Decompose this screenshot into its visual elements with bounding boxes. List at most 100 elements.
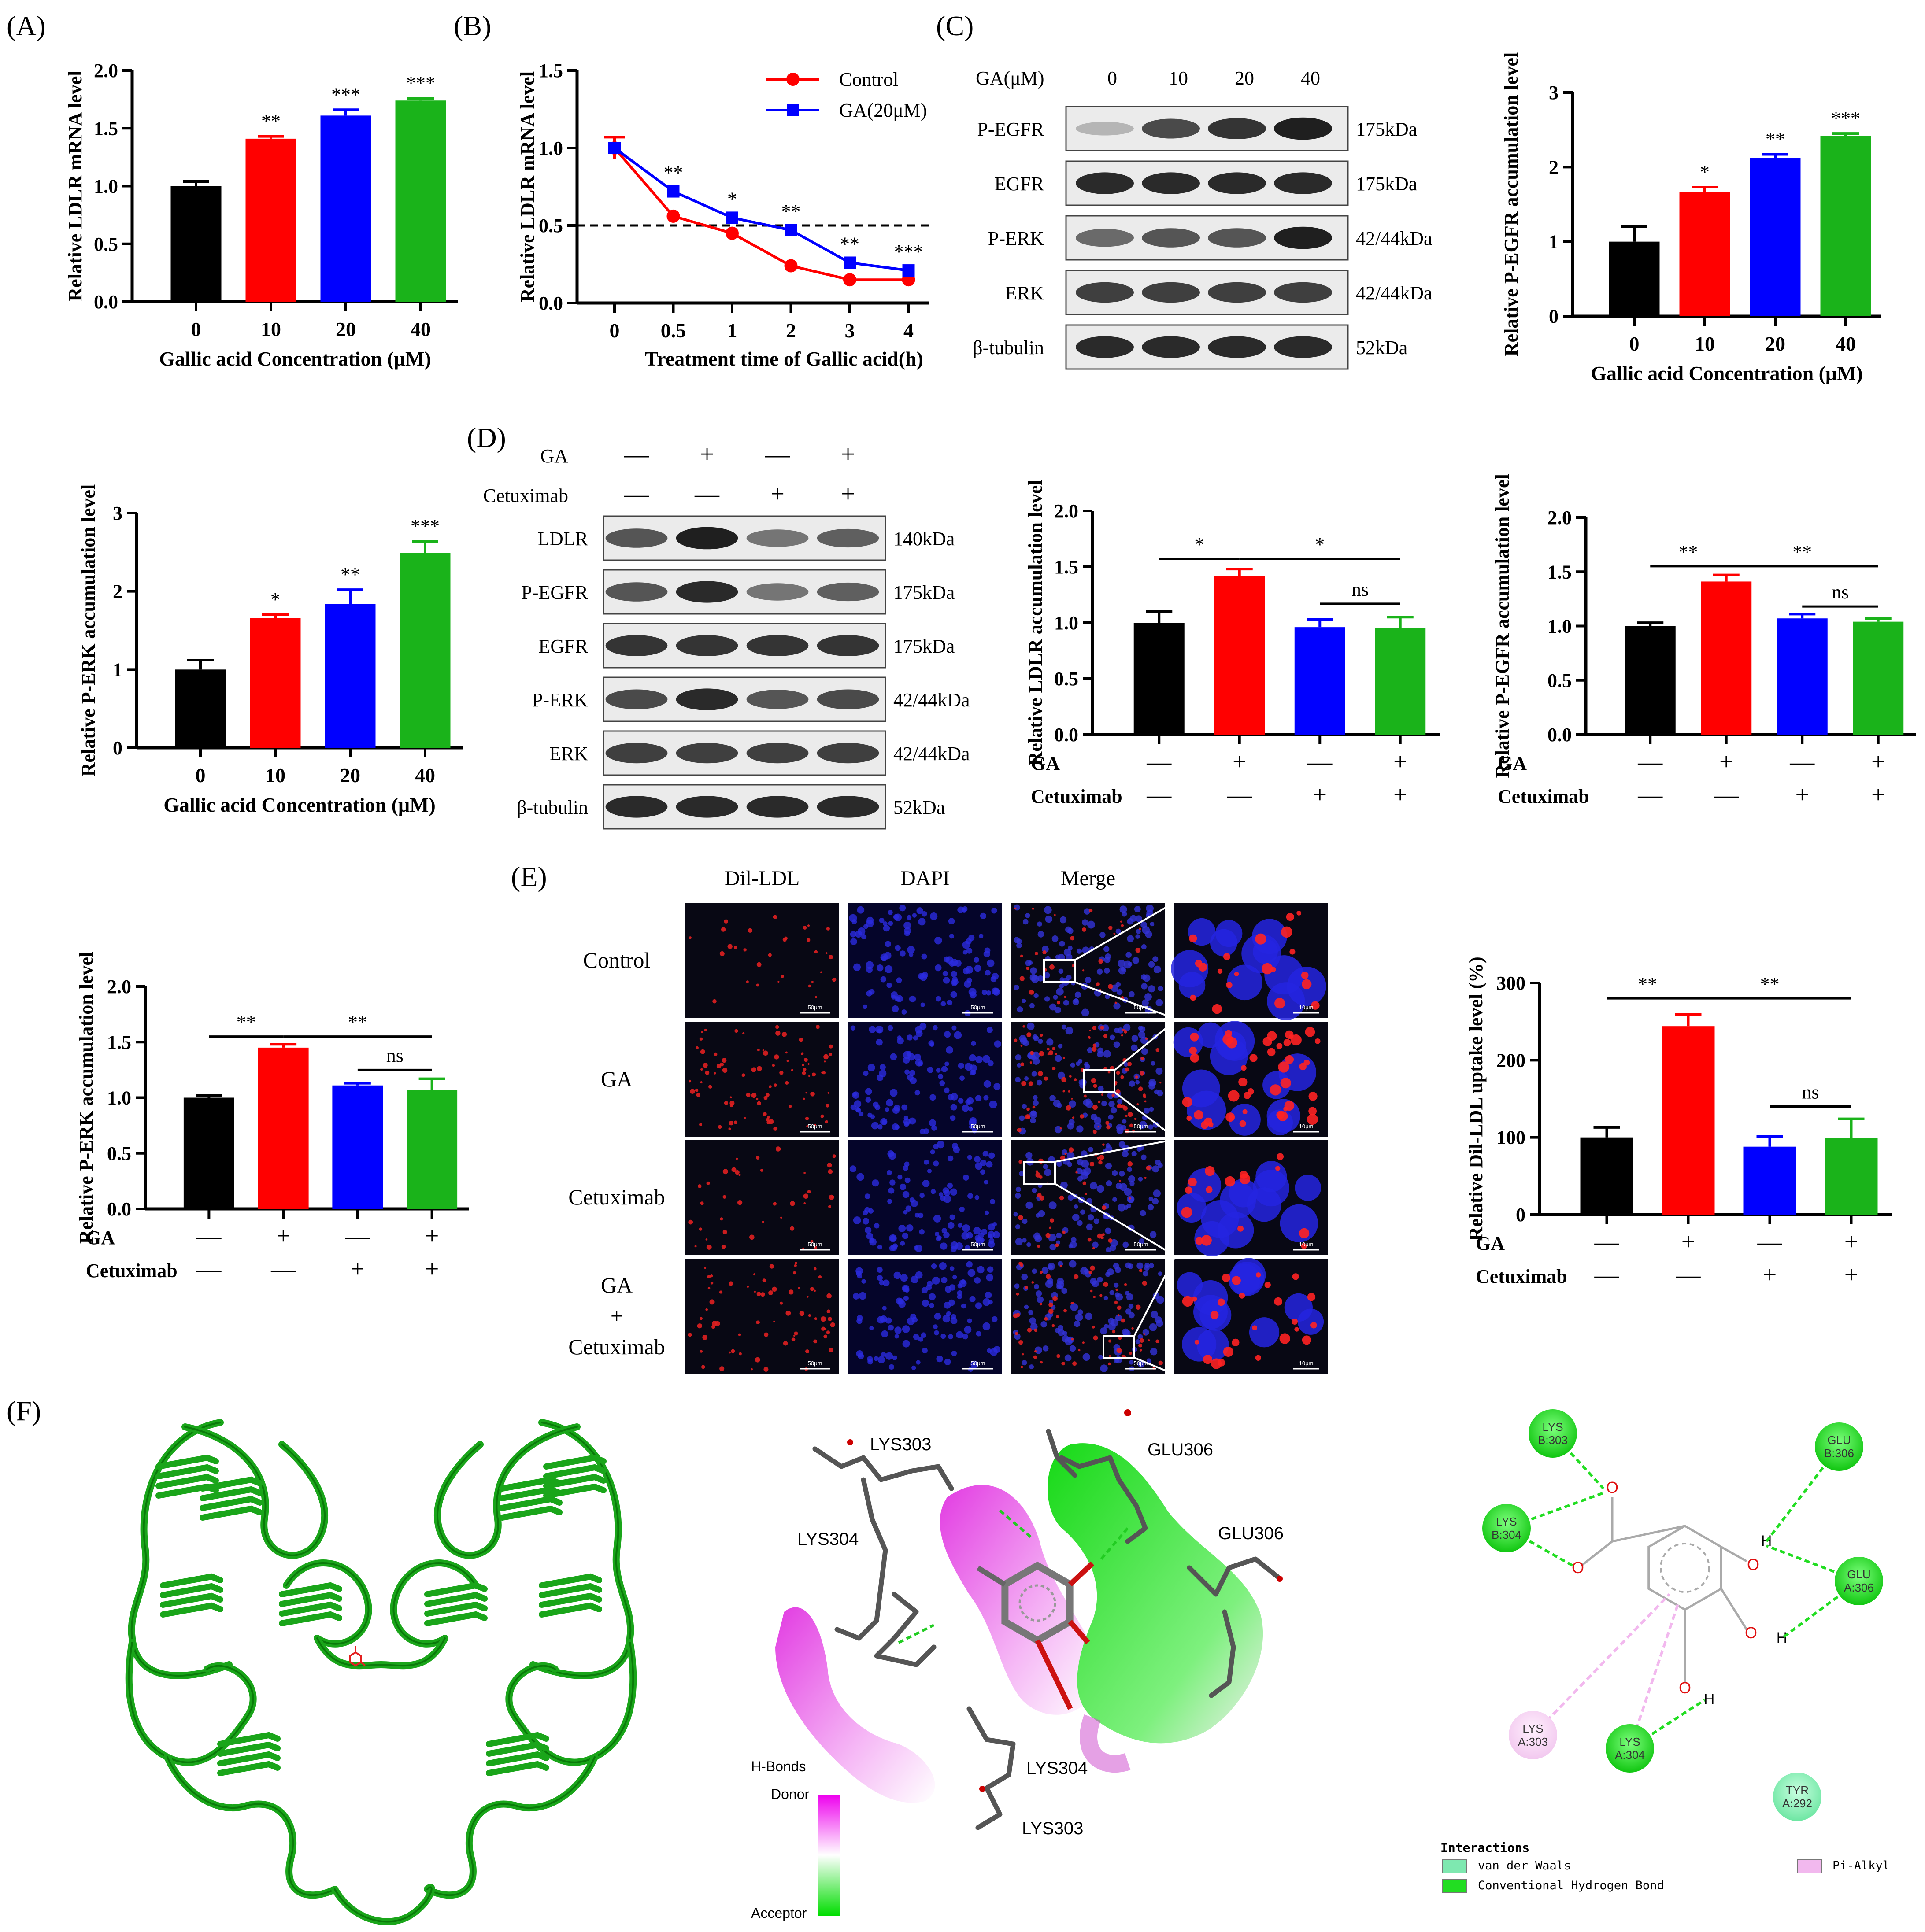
nucleus-dot [1088,1214,1094,1221]
nucleus-dot [1044,906,1052,914]
ldl-zoom [1308,1107,1317,1116]
ldl-dot [1124,1283,1127,1286]
ldl-dot [1062,1230,1066,1234]
ldl-zoom [1189,934,1197,942]
protein-sheet [499,1505,563,1521]
nucleus-dot [901,1104,908,1111]
nucleus-dot [1155,999,1163,1007]
ldl-dot [821,1326,826,1331]
nucleus-dot [1088,1147,1093,1153]
treatment-sign: + [700,441,714,468]
ldl-dot [805,1092,807,1094]
nucleus-dot [904,927,911,935]
x-tick-label: 0 [196,764,206,787]
ldl-zoom [1194,1110,1203,1120]
nucleus-dot [1044,1168,1051,1176]
nucleus-dot [1063,949,1071,956]
ldl-dot [1068,1090,1070,1093]
nucleus-dot [1032,1057,1040,1065]
ldl-dot [807,1063,810,1065]
nucleus-dot [992,973,999,980]
nucleus-dot [1135,915,1142,922]
nucleus-dot [1104,968,1110,974]
nucleus-dot [1014,937,1020,943]
ldl-dot [815,1025,820,1029]
nucleus-dot [1111,1319,1119,1327]
nucleus-dot [958,1063,964,1069]
nucleus-dot [918,1337,923,1342]
nucleus-dot [1059,1285,1064,1290]
ldl-dot [807,1190,811,1194]
ldl-dot [803,926,807,930]
nucleus-dot [903,1296,909,1301]
significance-label: ** [781,201,801,222]
ldl-dot [1092,1046,1097,1052]
nucleus-dot [914,1090,920,1096]
nucleus-dot [1044,972,1050,979]
ldl-dot [1143,1095,1146,1098]
nucleus-dot [1117,1027,1124,1034]
x-axis-label: Gallic acid Concentration (μM) [159,347,431,370]
residue-name: GLU [1827,1433,1851,1447]
ldl-zoom [1217,1298,1225,1306]
nucleus-dot [1132,957,1140,964]
ldl-dot [1123,1030,1127,1034]
ldl-dot [813,1246,818,1250]
y-tick-label: 0.5 [1054,668,1078,690]
y-axis-label: Relative P-EGFR accumulation level [1500,52,1522,356]
nucleus-dot [962,950,968,955]
y-tick-label: 1 [113,659,122,680]
nucleus-dot [879,1070,887,1078]
nucleus-dot [900,950,906,957]
nucleus-dot [912,913,917,918]
nucleus-dot [1028,1310,1033,1315]
scale-bar-label: 50μm [971,1241,985,1248]
nucleus-dot [1066,1152,1075,1160]
ldl-zoom [1189,1046,1197,1055]
nucleus-dot [968,935,975,941]
nucleus-dot [944,1301,951,1309]
nucleus-dot [877,1124,883,1130]
ldl-zoom [1283,1106,1288,1112]
nucleus-dot [928,1040,935,1046]
ldl-dot [700,1081,703,1084]
nucleus-dot [950,1266,955,1271]
nucleus-dot [971,1041,976,1046]
ldl-dot [1085,1193,1087,1195]
zoom-line [1074,902,1175,961]
nucleus-dot [936,1355,943,1363]
ldl-dot [803,1068,807,1071]
ldl-dot [781,1032,787,1037]
nucleus-dot [916,1360,921,1365]
nucleus-dot [890,1053,897,1060]
nucleus-dot [1131,1044,1138,1051]
treatment-label: Cetuximab [86,1260,178,1282]
ldl-dot [1159,1082,1162,1084]
protein-ribbon-edge [128,1642,254,1763]
nucleus-dot [967,1193,974,1199]
y-axis-label: Relative P-ERK accumulation level [75,952,97,1244]
ldl-dot [1049,1226,1051,1229]
ldl-zoom [1228,1090,1240,1102]
nucleus-dot [907,946,915,954]
ldl-dot [788,1289,794,1295]
nucleus-dot [875,1025,884,1034]
blot-band [1208,118,1266,139]
ldl-dot [1037,1245,1040,1248]
oxygen-label: O [1606,1478,1618,1496]
nucleus-dot [939,1080,945,1086]
nucleus-dot [919,1193,925,1198]
nucleus-dot [1151,1061,1155,1066]
significance-label: ** [840,233,859,255]
hbond-line [1629,1699,1706,1750]
ldl-dot [1092,1325,1095,1329]
protein-sheet [499,1486,563,1501]
nucleus-dot [901,1009,907,1015]
ldl-zoom [1238,1077,1248,1087]
nucleus-dot [892,1005,899,1012]
ldl-dot [1089,1029,1091,1032]
ldl-dot [755,1357,760,1363]
nucleus-dot [898,1224,906,1232]
nucleus-dot [1138,1025,1143,1031]
